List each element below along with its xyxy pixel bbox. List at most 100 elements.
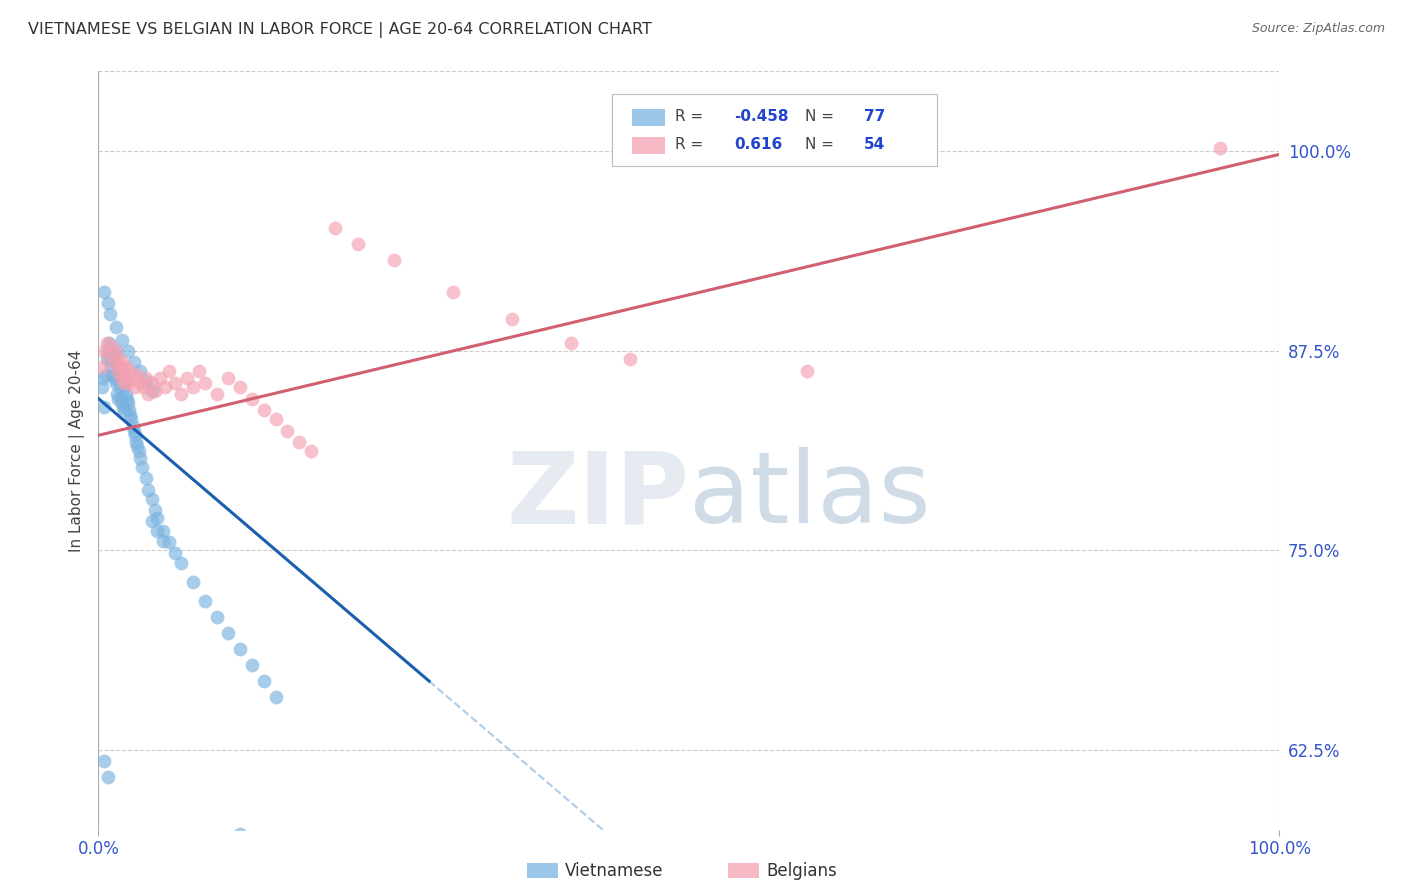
Point [181, 575, 204, 590]
Point [276, 424, 298, 438]
Point [240, 838, 263, 853]
Point [121, 418, 143, 433]
Point [115, 368, 138, 382]
Point [121, 371, 143, 385]
Point [135, 371, 157, 385]
Text: N =: N = [804, 110, 838, 124]
Point [121, 412, 143, 426]
Point [105, 343, 128, 358]
Text: 0.616: 0.616 [734, 137, 782, 153]
Point [796, 364, 818, 378]
Point [98, 349, 121, 363]
Point [619, 351, 641, 366]
Point [98, 335, 121, 350]
Point [105, 319, 128, 334]
Point [91, 371, 114, 385]
Point [205, 386, 228, 401]
Text: R =: R = [675, 137, 707, 153]
Point [103, 371, 125, 385]
Point [97, 295, 120, 310]
Point [1209, 141, 1232, 155]
Point [128, 444, 150, 458]
Point [135, 374, 157, 388]
Text: 77: 77 [863, 110, 884, 124]
Point [112, 364, 135, 378]
Point [441, 285, 464, 299]
Point [112, 402, 135, 417]
Point [117, 376, 139, 390]
Point [100, 339, 122, 353]
Point [94, 368, 117, 382]
Point [122, 424, 145, 438]
Text: 54: 54 [863, 137, 884, 153]
Point [217, 626, 239, 640]
Point [143, 503, 166, 517]
Y-axis label: In Labor Force | Age 20-64: In Labor Force | Age 20-64 [69, 350, 84, 551]
Point [217, 371, 239, 385]
Point [93, 754, 115, 768]
Point [170, 386, 193, 401]
Text: atlas: atlas [689, 448, 931, 544]
Point [128, 450, 150, 465]
Point [115, 392, 138, 406]
Point [110, 368, 132, 382]
Point [118, 402, 141, 417]
Point [240, 392, 263, 406]
Point [229, 380, 252, 394]
Point [97, 770, 120, 784]
Point [194, 376, 217, 390]
Text: VIETNAMESE VS BELGIAN IN LABOR FORCE | AGE 20-64 CORRELATION CHART: VIETNAMESE VS BELGIAN IN LABOR FORCE | A… [28, 22, 652, 38]
Point [111, 333, 134, 347]
Point [181, 380, 204, 394]
Point [165, 376, 187, 390]
Point [112, 400, 135, 414]
Point [127, 368, 149, 382]
Point [194, 594, 217, 608]
Point [96, 335, 118, 350]
Point [107, 351, 129, 366]
Point [117, 396, 139, 410]
Point [149, 371, 172, 385]
Point [128, 376, 150, 390]
Point [253, 402, 276, 417]
Point [240, 658, 263, 673]
Point [111, 355, 134, 369]
Point [93, 343, 115, 358]
Point [120, 364, 142, 378]
Point [93, 285, 115, 299]
Point [96, 351, 118, 366]
Point [141, 376, 163, 390]
Point [100, 359, 122, 374]
Point [105, 364, 128, 378]
Point [110, 371, 132, 385]
Point [114, 359, 136, 374]
Point [146, 524, 169, 538]
Point [288, 434, 311, 449]
Point [112, 376, 135, 390]
Point [98, 307, 121, 321]
Point [111, 396, 134, 410]
Point [141, 384, 163, 398]
Point [187, 364, 209, 378]
Point [105, 386, 128, 401]
FancyBboxPatch shape [612, 95, 936, 166]
Text: Vietnamese: Vietnamese [565, 862, 664, 880]
FancyBboxPatch shape [633, 110, 665, 126]
Point [264, 690, 287, 704]
Point [127, 440, 149, 454]
Point [112, 376, 135, 390]
Point [104, 355, 127, 369]
Point [105, 364, 128, 378]
Text: -0.458: -0.458 [734, 110, 789, 124]
Point [136, 483, 159, 497]
Point [101, 368, 124, 382]
Point [108, 359, 131, 374]
Point [323, 220, 346, 235]
Text: R =: R = [675, 110, 707, 124]
Point [107, 392, 129, 406]
Point [117, 343, 139, 358]
Point [108, 380, 131, 394]
Point [501, 311, 523, 326]
Point [229, 642, 252, 657]
Point [107, 371, 129, 385]
